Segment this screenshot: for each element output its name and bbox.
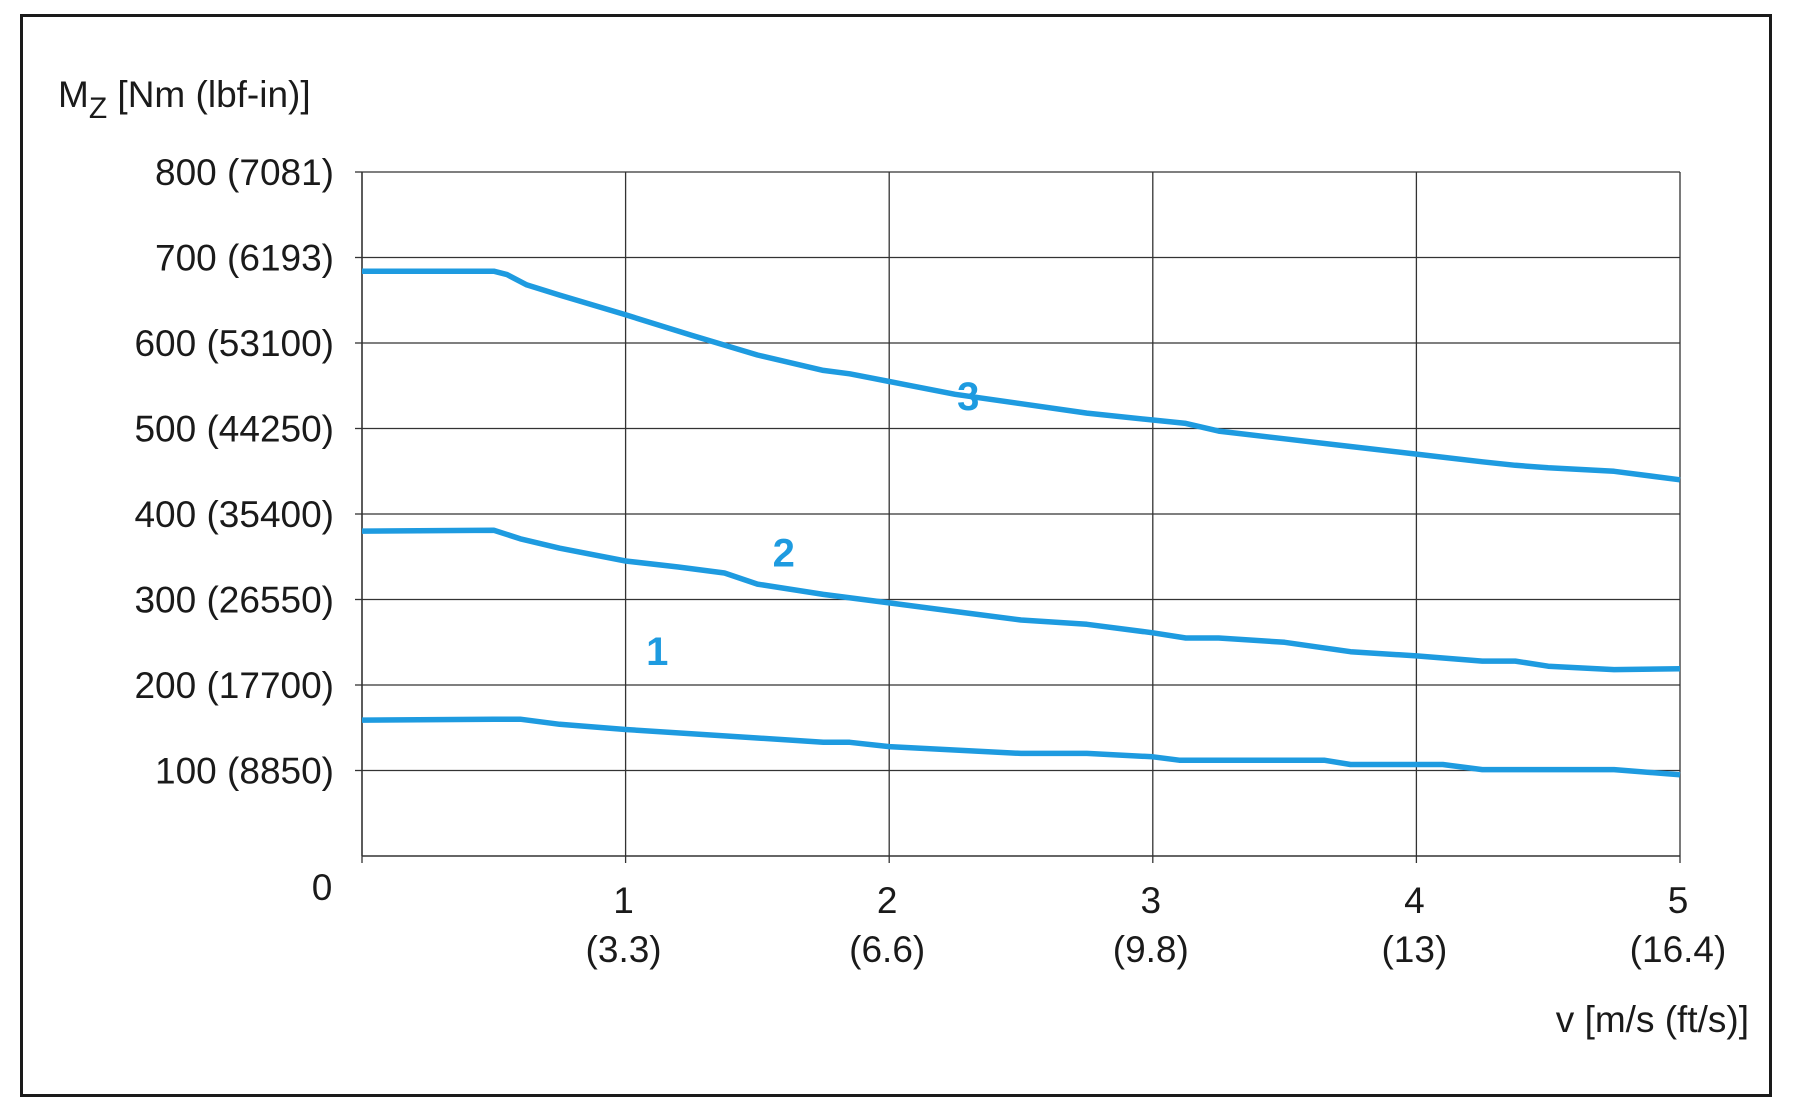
chart-frame (20, 14, 1772, 1097)
x-tick-sublabel: (6.6) (849, 929, 925, 970)
y-tick-label: 700 (6193) (155, 238, 334, 279)
grid-lines (362, 171, 1681, 856)
y-tick-label: 100 (8850) (155, 751, 334, 792)
curve-labels: 1 2 3 (646, 375, 979, 674)
y-tick-label: 600 (53100) (134, 323, 334, 364)
x-tick-label: 4 (1404, 880, 1425, 921)
x-tick-sublabel: (3.3) (586, 929, 662, 970)
y-tick-labels: 100 (8850) 200 (17700) 300 (26550) 400 (354… (134, 152, 334, 792)
series-lines (361, 268, 1681, 778)
y-tick-label: 300 (26550) (134, 580, 334, 621)
y-axis-label: MZ [Nm (lbf-in)] (58, 74, 311, 125)
x-tick-sublabel: (9.8) (1113, 929, 1189, 970)
series-line-1 (361, 716, 1681, 778)
series-line-2 (361, 527, 1681, 673)
y-axis-label-rest: [Nm (lbf-in)] (107, 74, 311, 115)
y-tick-label: 400 (35400) (134, 494, 334, 535)
axes (355, 171, 1681, 863)
x-tick-label: 5 (1668, 880, 1689, 921)
x-axis-label: v [m/s (ft/s)] (1556, 999, 1749, 1040)
x-tick-sublabel: (16.4) (1630, 929, 1727, 970)
y-axis-label-sub: Z (89, 92, 107, 125)
origin-label: 0 (312, 867, 333, 908)
x-tick-labels: 1 (3.3) 2 (6.6) 3 (9.8) 4 (13) 5 (16.4) (586, 880, 1727, 970)
x-tick-sublabel: (13) (1381, 929, 1447, 970)
series-line-3 (362, 268, 1681, 483)
y-tick-label: 800 (7081) (155, 152, 334, 193)
y-tick-label: 200 (17700) (134, 665, 334, 706)
x-tick-label: 3 (1141, 880, 1162, 921)
y-tick-label: 500 (44250) (134, 409, 334, 450)
x-tick-label: 1 (613, 880, 634, 921)
y-axis-label-main: M (58, 74, 89, 115)
curve-label-2: 2 (773, 531, 795, 575)
curve-label-3: 3 (957, 375, 979, 419)
x-tick-label: 2 (877, 880, 898, 921)
curve-label-1: 1 (646, 630, 668, 674)
